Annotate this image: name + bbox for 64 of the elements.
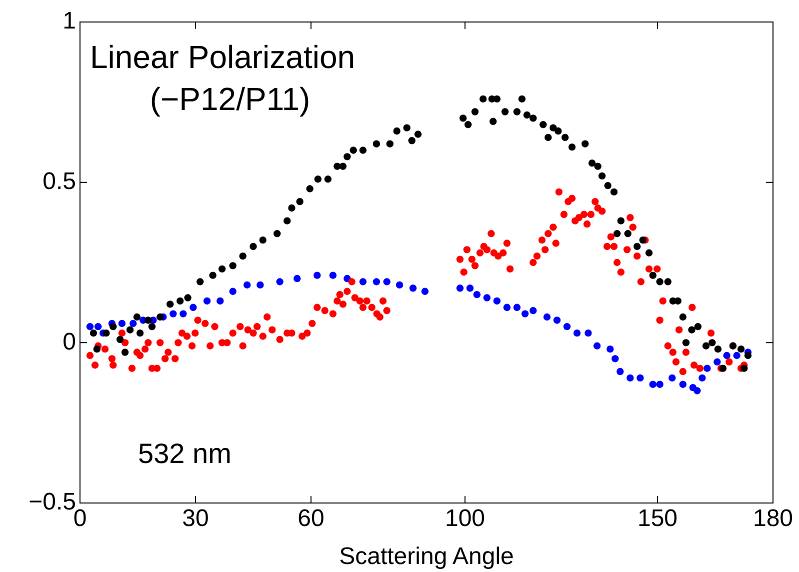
x-tick-label: 150 — [637, 505, 678, 532]
point — [543, 313, 551, 321]
point — [493, 297, 501, 305]
y-tick-label: 0.5 — [42, 168, 76, 195]
point — [190, 304, 197, 311]
point — [606, 345, 614, 353]
point — [294, 274, 301, 282]
point — [86, 323, 94, 330]
point — [530, 307, 537, 314]
point — [359, 278, 367, 286]
point — [94, 323, 102, 330]
point — [383, 278, 390, 286]
point — [704, 364, 711, 372]
y-tick-label: 0 — [62, 328, 76, 356]
point — [521, 310, 529, 318]
point — [170, 310, 177, 318]
point — [180, 310, 187, 318]
x-tick-label: 180 — [752, 505, 794, 532]
point — [421, 288, 429, 295]
point — [714, 358, 721, 366]
point — [649, 380, 656, 388]
point — [314, 272, 321, 279]
annotation: 532 nm — [138, 438, 232, 469]
point — [553, 316, 561, 324]
point — [698, 374, 706, 382]
point — [626, 374, 634, 382]
point — [668, 374, 676, 382]
point — [656, 380, 664, 388]
point — [503, 304, 511, 311]
point — [616, 368, 624, 376]
point — [130, 320, 137, 328]
point — [584, 329, 592, 337]
point — [573, 329, 581, 337]
point — [513, 304, 521, 311]
x-tick-label: 100 — [444, 505, 486, 532]
point — [229, 288, 236, 295]
point — [276, 278, 284, 286]
point — [216, 297, 224, 305]
x-tick-label: 60 — [298, 505, 324, 532]
point — [243, 281, 251, 289]
point — [256, 281, 264, 289]
point — [694, 387, 701, 394]
point — [396, 281, 404, 289]
point — [593, 342, 601, 350]
x-tick-label: 30 — [182, 505, 209, 532]
point — [679, 380, 687, 388]
text: (−P12/P11) — [150, 81, 310, 117]
point — [636, 374, 644, 382]
point — [203, 297, 211, 305]
point — [563, 323, 571, 330]
point — [473, 290, 481, 298]
point — [329, 272, 337, 279]
point — [483, 294, 491, 302]
text: Linear Polarization — [90, 39, 356, 75]
point — [723, 352, 730, 360]
point — [612, 355, 619, 362]
point — [733, 352, 740, 360]
y-tick-label: 1 — [62, 8, 76, 35]
point — [466, 284, 474, 292]
point — [372, 278, 380, 286]
x-axis-title: Scattering Angle — [339, 543, 514, 570]
point — [456, 284, 464, 292]
point — [409, 284, 417, 292]
point — [118, 320, 126, 328]
